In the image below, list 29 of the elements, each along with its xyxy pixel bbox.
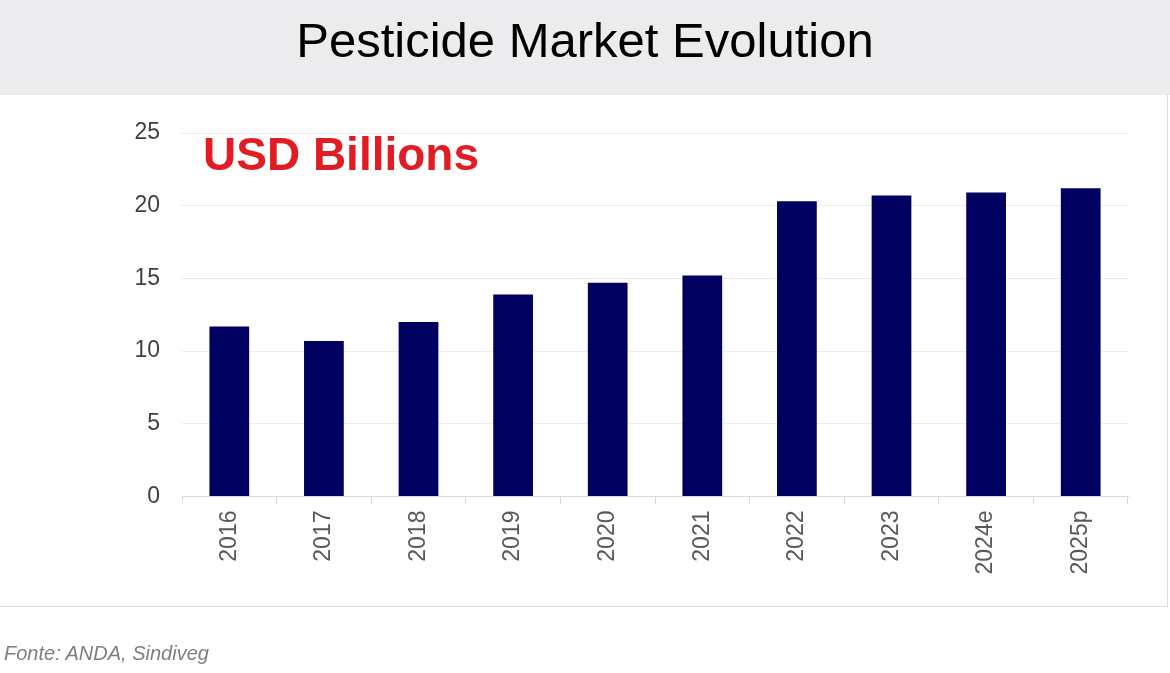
y-tick-label: 25 — [134, 118, 160, 145]
y-tick-label: 15 — [134, 263, 160, 290]
x-tick-label: 2024e — [971, 510, 998, 575]
bar — [304, 340, 344, 496]
y-axis-title: USD Billions — [203, 127, 480, 181]
y-tick-label: 5 — [147, 409, 160, 436]
bar — [682, 275, 723, 496]
bar — [398, 322, 439, 496]
source-note: Fonte: ANDA, Sindiveg — [4, 641, 209, 666]
x-tick-label: 2021 — [687, 510, 714, 562]
y-tick-label: 0 — [147, 481, 160, 508]
x-tick-label: 2022 — [782, 510, 809, 562]
x-tick-label: 2018 — [403, 510, 430, 562]
bar — [493, 294, 533, 496]
bar — [1060, 188, 1101, 496]
x-tick-label: 2016 — [214, 510, 241, 562]
x-tick-label: 2017 — [309, 510, 336, 562]
bar — [209, 326, 250, 496]
x-tick-label: 2023 — [876, 510, 903, 562]
x-tick-label: 2019 — [498, 510, 525, 562]
bar — [871, 195, 912, 496]
x-tick-label: 2020 — [593, 510, 620, 562]
y-tick-label: 10 — [134, 336, 160, 363]
bar — [777, 201, 817, 496]
x-tick-label: 2025p — [1066, 510, 1093, 575]
chart-title: Pesticide Market Evolution — [295, 12, 875, 69]
y-tick-label: 20 — [134, 191, 160, 218]
bar — [587, 282, 628, 496]
bar — [966, 192, 1006, 496]
